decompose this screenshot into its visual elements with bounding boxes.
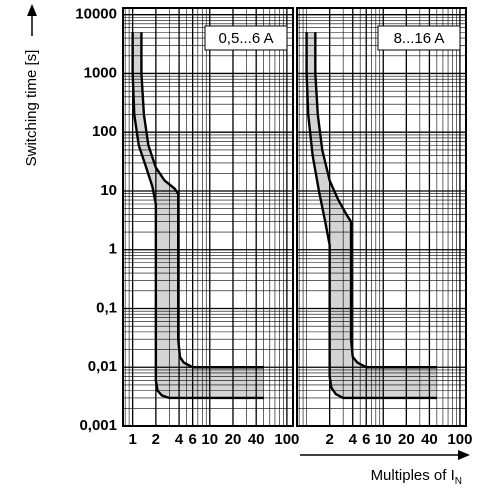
panel-label: 8...16 A <box>394 30 445 47</box>
x-tick-label: 4 <box>175 431 184 448</box>
y-tick-label: 0,001 <box>79 417 117 434</box>
x-tick-label: 2 <box>152 431 160 448</box>
x-tick-label: 10 <box>201 431 218 448</box>
x-tick-label: 2 <box>325 431 333 448</box>
x-tick-label: 20 <box>225 431 242 448</box>
x-axis-label: Multiples of IN <box>371 467 462 487</box>
plot-border <box>122 7 294 427</box>
x-tick-label: 20 <box>398 431 415 448</box>
y-axis-arrowhead <box>27 4 37 16</box>
x-tick-label: 10 <box>375 431 392 448</box>
x-tick-label: 1 <box>128 431 136 448</box>
y-tick-label: 10000 <box>75 6 117 23</box>
x-tick-label: 100 <box>274 431 299 448</box>
plot-background <box>297 8 466 426</box>
y-tick-label: 0,01 <box>88 358 117 375</box>
plot-background <box>123 8 293 426</box>
panel-label-box <box>377 25 461 51</box>
plot-border <box>296 7 467 427</box>
panel: 8...16 A <box>296 7 467 427</box>
y-tick-label: 0,1 <box>96 299 117 316</box>
x-tick-label: 6 <box>362 431 370 448</box>
y-axis-label: Switching time [s] <box>23 50 40 167</box>
y-tick-label: 1000 <box>84 64 117 81</box>
curve <box>305 32 437 400</box>
curve <box>140 32 264 369</box>
x-tick-label: 100 <box>447 431 472 448</box>
x-axis-label-subscript: N <box>455 476 462 487</box>
y-tick-label: 10 <box>100 182 117 199</box>
panel-label: 0,5...6 A <box>218 30 273 47</box>
x-tick-label: 4 <box>349 431 358 448</box>
y-tick-label: 100 <box>92 123 117 140</box>
band-fill <box>306 32 437 398</box>
band-fill <box>132 32 264 398</box>
x-tick-label: 40 <box>248 431 265 448</box>
x-axis-label-text: Multiples of I <box>371 467 455 484</box>
x-tick-label: 40 <box>421 431 438 448</box>
y-tick-label: 1 <box>109 241 117 258</box>
curve <box>131 32 264 400</box>
x-tick-label: 6 <box>188 431 196 448</box>
panel-label-box <box>204 25 288 51</box>
panel: 0,5...6 A <box>122 7 294 427</box>
curve <box>314 32 437 369</box>
x-axis-arrowhead <box>458 450 470 460</box>
